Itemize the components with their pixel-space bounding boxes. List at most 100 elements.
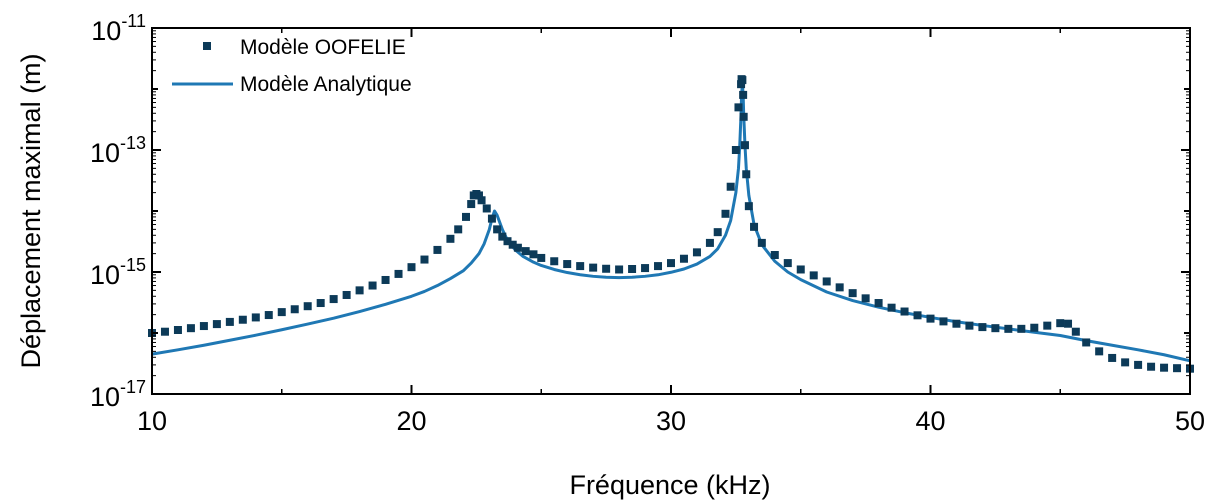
x-tick-label: 50: [1175, 406, 1205, 436]
data-point-oofelie: [731, 146, 740, 154]
data-point-oofelie: [238, 315, 247, 324]
data-point-oofelie: [1108, 353, 1117, 362]
series-line-analytique: [151, 82, 1191, 363]
data-point-oofelie: [482, 204, 491, 213]
data-point-oofelie: [329, 295, 338, 304]
legend-label-oofelie: Modèle OOFELIE: [240, 36, 406, 59]
data-point-oofelie: [667, 259, 675, 268]
data-point-oofelie: [744, 202, 753, 211]
data-point-oofelie: [734, 103, 743, 112]
data-point-oofelie: [1064, 319, 1073, 328]
data-point-oofelie: [199, 322, 208, 331]
x-tick-label: 20: [396, 406, 426, 436]
data-point-oofelie: [679, 254, 688, 263]
x-axis-label: Fréquence (kHz): [569, 470, 770, 500]
data-point-oofelie: [1017, 324, 1026, 333]
data-point-oofelie: [487, 214, 496, 223]
data-point-oofelie: [1121, 358, 1130, 367]
data-point-oofelie: [1134, 360, 1143, 369]
data-point-oofelie: [809, 271, 818, 280]
data-point-oofelie: [628, 265, 637, 273]
data-point-oofelie: [316, 299, 325, 308]
data-point-oofelie: [1043, 321, 1052, 330]
data-point-oofelie: [978, 323, 987, 332]
data-point-oofelie: [848, 289, 857, 298]
data-point-oofelie: [1030, 323, 1039, 332]
data-point-oofelie: [737, 80, 746, 89]
data-point-oofelie: [407, 263, 416, 272]
data-point-oofelie: [757, 238, 766, 247]
data-point-oofelie: [454, 225, 463, 234]
data-point-oofelie: [503, 237, 512, 246]
y-tick-label: 10-13: [90, 133, 146, 168]
y-tick-label: 10-15: [90, 255, 146, 290]
data-point-oofelie: [783, 259, 792, 268]
data-point-oofelie: [225, 317, 234, 326]
data-point-oofelie: [368, 281, 377, 290]
data-point-oofelie: [521, 247, 530, 256]
legend-label-analytique: Modèle Analytique: [240, 73, 412, 96]
data-point-oofelie: [498, 232, 507, 241]
data-point-oofelie: [742, 170, 751, 179]
data-point-oofelie: [251, 313, 260, 322]
x-tick-label: 30: [656, 406, 686, 436]
data-point-oofelie: [705, 238, 714, 247]
data-point-oofelie: [394, 269, 403, 278]
data-point-oofelie: [770, 251, 779, 259]
data-point-oofelie: [965, 321, 974, 330]
legend-marker-oofelie: [203, 42, 211, 50]
data-point-oofelie: [160, 327, 169, 336]
data-point-oofelie: [303, 302, 312, 311]
data-point-oofelie: [740, 141, 749, 150]
data-point-oofelie: [433, 245, 442, 254]
data-point-oofelie: [1095, 347, 1104, 356]
data-point-oofelie: [1147, 362, 1156, 371]
data-point-oofelie: [1082, 338, 1091, 347]
data-point-oofelie: [796, 265, 805, 274]
data-point-oofelie: [576, 262, 585, 271]
data-point-oofelie: [654, 262, 663, 271]
data-point-oofelie: [887, 303, 896, 312]
data-point-oofelie: [738, 76, 747, 85]
data-point-oofelie: [290, 305, 299, 314]
data-point-oofelie: [900, 307, 909, 316]
data-point-oofelie: [641, 264, 650, 273]
data-point-oofelie: [1173, 364, 1182, 373]
data-point-oofelie: [467, 200, 476, 209]
data-point-oofelie: [822, 277, 831, 286]
data-point-oofelie: [861, 294, 870, 303]
data-point-oofelie: [750, 222, 759, 231]
data-point-oofelie: [739, 112, 748, 121]
data-point-oofelie: [186, 324, 195, 333]
y-tick-label: 10-11: [91, 11, 146, 46]
data-point-oofelie: [835, 283, 844, 292]
data-point-oofelie: [342, 290, 351, 299]
data-point-oofelie: [513, 243, 522, 252]
data-point-oofelie: [264, 311, 273, 320]
data-point-oofelie: [726, 182, 735, 191]
data-point-oofelie: [529, 250, 538, 259]
data-point-oofelie: [952, 319, 961, 328]
data-point-oofelie: [508, 240, 517, 249]
data-point-oofelie: [173, 326, 182, 334]
data-point-oofelie: [462, 212, 470, 221]
data-point-oofelie: [913, 311, 922, 320]
data-point-oofelie: [446, 234, 455, 243]
data-point-oofelie: [602, 264, 611, 273]
data-point-oofelie: [493, 225, 502, 234]
data-point-oofelie: [537, 253, 546, 262]
data-point-oofelie: [1160, 363, 1169, 372]
data-point-oofelie: [692, 248, 701, 257]
data-point-oofelie: [381, 275, 390, 284]
legend: Modèle OOFELIE Modèle Analytique: [172, 36, 412, 96]
y-tick-label: 10-17: [90, 377, 146, 412]
data-point-oofelie: [939, 317, 948, 326]
data-point-oofelie: [1071, 327, 1080, 336]
data-point-oofelie: [1004, 324, 1013, 333]
data-point-oofelie: [420, 255, 429, 264]
data-point-oofelie: [991, 324, 1000, 333]
data-point-oofelie: [589, 263, 598, 272]
data-point-oofelie: [563, 260, 572, 269]
